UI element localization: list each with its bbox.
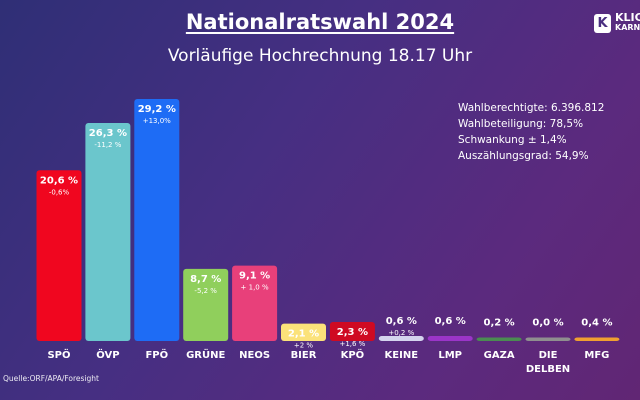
change-label-keine: +0,2 % xyxy=(388,329,414,337)
logo-wordmark: KLIC KARNT xyxy=(615,11,640,33)
stat-margin-of-error: Schwankung ± 1,4% xyxy=(458,134,567,146)
bar-fpö xyxy=(134,99,180,341)
change-label-spö: -0,6% xyxy=(49,188,70,196)
category-label-neos: NEOS xyxy=(239,350,270,361)
change-label-kpö: +1,6 % xyxy=(339,340,365,348)
change-label-grüne: -5,2 % xyxy=(194,287,217,295)
bar-spö xyxy=(36,170,82,341)
value-label-keine: 0,6 % xyxy=(386,316,417,327)
value-label-spö: 20,6 % xyxy=(40,175,78,186)
category-label-die-delben: DIE xyxy=(539,350,558,361)
category-label-kpö: KPÖ xyxy=(341,347,365,361)
chart-title: Nationalratswahl 2024 xyxy=(185,10,455,34)
category-label-spö: SPÖ xyxy=(47,347,70,361)
bar-neos xyxy=(232,265,278,341)
logo-line-2: KARNT xyxy=(615,23,640,32)
change-label-övp: -11,2 % xyxy=(94,141,121,149)
stat-eligible-voters: Wahlberechtigte: 6.396.812 xyxy=(458,102,605,114)
value-label-neos: 9,1 % xyxy=(239,271,270,282)
category-label-gaza: GAZA xyxy=(484,350,515,361)
value-label-mfg: 0,4 % xyxy=(581,318,612,329)
change-label-neos: + 1,0 % xyxy=(241,284,269,292)
publisher-logo: K KLIC KARNT xyxy=(594,11,640,33)
bar-övp xyxy=(85,123,131,342)
category-label-die-delben: DELBEN xyxy=(526,364,570,375)
value-label-die-delben: 0,0 % xyxy=(532,318,563,329)
bar-mfg xyxy=(574,337,620,341)
bar-die-delben xyxy=(525,337,571,341)
value-label-lmp: 0,6 % xyxy=(435,316,466,327)
value-label-bier: 2,1 % xyxy=(288,329,319,340)
bar-gaza xyxy=(476,337,522,341)
election-stats: Wahlberechtigte: 6.396.812 Wahlbeteiligu… xyxy=(458,100,604,164)
category-label-keine: KEINE xyxy=(385,350,419,361)
stat-counted: Auszählungsgrad: 54,9% xyxy=(458,150,589,162)
change-label-fpö: +13,0% xyxy=(143,117,171,125)
bar-bier xyxy=(281,323,326,341)
chart-subtitle: Vorläufige Hochrechnung 18.17 Uhr xyxy=(167,46,473,66)
value-label-gaza: 0,2 % xyxy=(483,318,514,329)
value-label-fpö: 29,2 % xyxy=(138,104,176,115)
category-label-grüne: GRÜNE xyxy=(186,347,225,361)
value-label-kpö: 2,3 % xyxy=(337,327,368,338)
logo-line-1: KLIC xyxy=(615,11,640,24)
bar-grüne xyxy=(183,268,229,341)
value-label-övp: 26,3 % xyxy=(89,128,127,139)
source-note: Quelle:ORF/APA/Foresight xyxy=(3,374,99,383)
category-label-mfg: MFG xyxy=(584,350,609,361)
category-label-lmp: LMP xyxy=(438,350,462,361)
bar-keine xyxy=(378,336,424,341)
bar-lmp xyxy=(427,336,473,341)
bar-kpö xyxy=(329,321,375,341)
logo-letter: K xyxy=(594,13,611,33)
category-label-övp: ÖVP xyxy=(96,347,119,361)
change-label-bier: +2 % xyxy=(294,342,314,350)
category-label-bier: BIER xyxy=(291,350,317,361)
category-label-fpö: FPÖ xyxy=(145,347,168,361)
stat-turnout: Wahlbeteiligung: 78,5% xyxy=(458,118,584,130)
value-label-grüne: 8,7 % xyxy=(190,274,221,285)
